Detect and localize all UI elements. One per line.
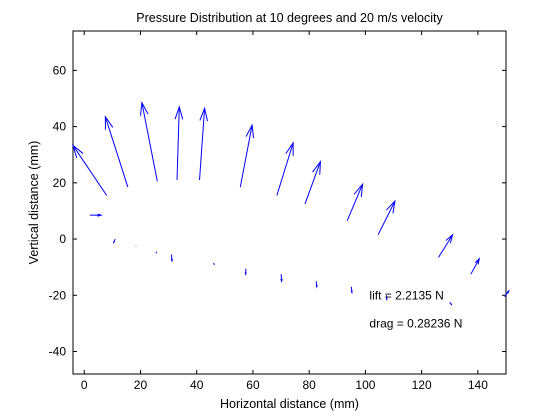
pressure-arrow bbox=[140, 101, 158, 182]
arrow-head bbox=[445, 233, 454, 244]
arrow-shaft bbox=[155, 251, 158, 254]
pressure-arrow bbox=[346, 182, 364, 221]
arrow-shaft bbox=[346, 184, 364, 221]
result-annotation: drag = 0.28236 N bbox=[369, 316, 462, 330]
y-tick-label: -40 bbox=[49, 345, 67, 359]
pressure-arrow bbox=[315, 281, 318, 289]
arrow-head bbox=[450, 303, 453, 306]
pressure-arrow bbox=[385, 295, 388, 302]
y-tick-label: 40 bbox=[53, 120, 67, 134]
arrow-shaft bbox=[141, 102, 158, 182]
pressure-arrow bbox=[113, 238, 116, 244]
arrow-head bbox=[199, 106, 209, 122]
arrow-head bbox=[104, 115, 114, 130]
arrow-shaft bbox=[438, 234, 454, 258]
arrow-head bbox=[140, 101, 149, 116]
x-tick-label: 40 bbox=[190, 378, 204, 392]
arrow-head bbox=[72, 144, 84, 159]
pressure-arrow bbox=[470, 257, 481, 275]
arrow-head bbox=[385, 199, 396, 214]
x-tick-label: 60 bbox=[246, 378, 260, 392]
plot-frame bbox=[72, 30, 507, 375]
arrow-shaft bbox=[176, 106, 180, 181]
pressure-arrow bbox=[276, 141, 294, 196]
arrow-head bbox=[315, 284, 318, 289]
pressure-arrow bbox=[199, 106, 209, 181]
chart-title: Pressure Distribution at 10 degrees and … bbox=[136, 11, 443, 25]
arrow-shaft bbox=[377, 200, 396, 236]
arrow-head bbox=[174, 105, 184, 120]
x-tick-label: 0 bbox=[81, 378, 88, 392]
arrow-head bbox=[385, 298, 388, 302]
pressure-arrow bbox=[170, 254, 173, 263]
arrow-head bbox=[97, 213, 103, 217]
arrow-head bbox=[245, 123, 255, 139]
arrow-head bbox=[312, 160, 322, 175]
pressure-arrow bbox=[377, 199, 396, 236]
pressure-arrow bbox=[155, 251, 158, 254]
annotation-layer: lift = 2.2135 N drag = 0.28236 N bbox=[369, 288, 462, 330]
arrow-shaft bbox=[104, 116, 129, 188]
pressure-arrow bbox=[213, 262, 215, 266]
arrow-head bbox=[474, 257, 481, 265]
arrow-shaft bbox=[199, 108, 206, 181]
pressure-arrow bbox=[174, 105, 184, 181]
x-tick-label: 140 bbox=[468, 378, 488, 392]
arrow-head bbox=[280, 278, 283, 283]
y-tick-label: 20 bbox=[53, 176, 67, 190]
arrow-head bbox=[170, 258, 173, 263]
pressure-arrow bbox=[350, 286, 353, 295]
y-axis-label: Vertical distance (mm) bbox=[27, 141, 41, 265]
result-annotation: lift = 2.2135 N bbox=[369, 288, 443, 302]
y-tick-label: -20 bbox=[49, 288, 67, 302]
arrow-shaft bbox=[470, 258, 480, 275]
x-tick-label: 20 bbox=[134, 378, 148, 392]
arrow-shaft bbox=[276, 142, 294, 196]
x-tick-label: 80 bbox=[303, 378, 317, 392]
arrow-shaft bbox=[239, 125, 253, 188]
arrow-head bbox=[244, 272, 247, 276]
arrow-shaft bbox=[213, 262, 215, 266]
arrow-head bbox=[353, 182, 364, 198]
arrow-head bbox=[350, 290, 353, 295]
y-tick-label: 0 bbox=[59, 232, 66, 246]
arrow-shaft bbox=[72, 145, 108, 196]
pressure-arrow bbox=[72, 144, 108, 196]
pressure-arrow bbox=[280, 274, 283, 283]
x-axis-label: Horizontal distance (mm) bbox=[220, 397, 359, 411]
arrow-head bbox=[113, 241, 115, 244]
arrow-layer bbox=[72, 101, 510, 306]
pressure-arrow bbox=[449, 302, 453, 306]
pressure-arrow bbox=[104, 115, 129, 188]
pressure-arrow bbox=[89, 213, 103, 217]
x-tick-label: 100 bbox=[355, 378, 375, 392]
arrow-shaft bbox=[304, 161, 321, 205]
arrow-head bbox=[285, 141, 294, 156]
pressure-arrow bbox=[244, 268, 247, 276]
arrow-head bbox=[506, 289, 510, 294]
pressure-arrow bbox=[504, 289, 510, 297]
pressure-arrow bbox=[304, 160, 322, 205]
pressure-arrow bbox=[438, 233, 454, 258]
axis-ticks: 0 20 40 60 80 100 120 140 -40 -20 0 20 40 60 bbox=[49, 31, 506, 392]
x-tick-label: 120 bbox=[412, 378, 432, 392]
pressure-arrow bbox=[239, 123, 255, 188]
y-tick-label: 60 bbox=[53, 63, 67, 77]
